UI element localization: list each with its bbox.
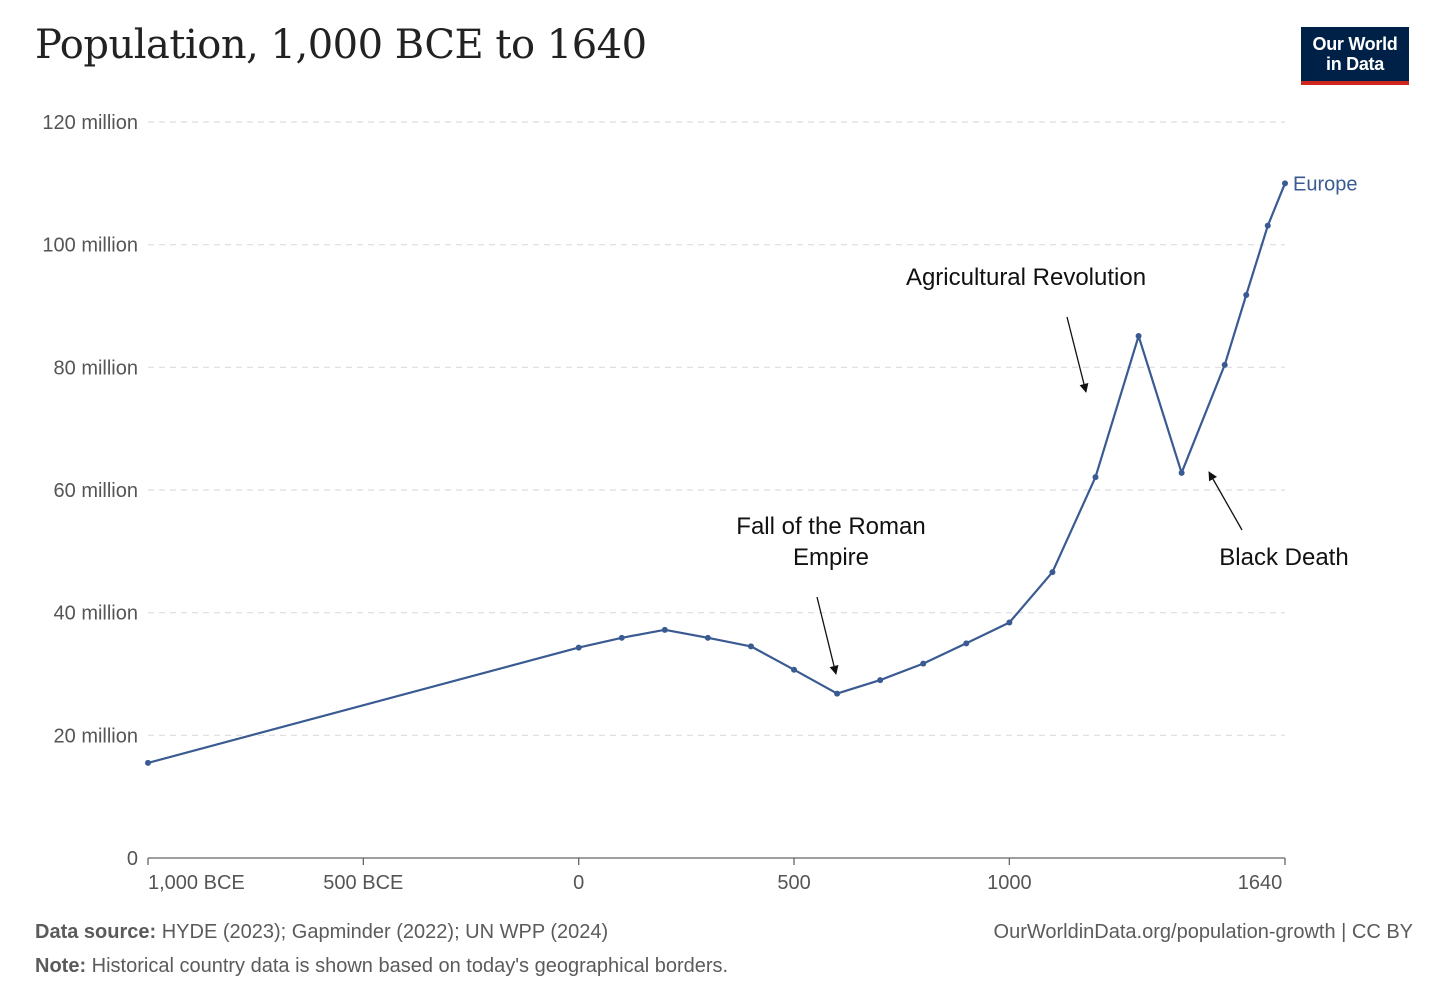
data-point[interactable]: [575, 644, 582, 651]
annotation-text: Agricultural Revolution: [906, 264, 1146, 291]
y-tick-label: 20 million: [54, 725, 138, 747]
data-point[interactable]: [963, 640, 970, 647]
annotation-black-death: Black Death: [1208, 471, 1349, 571]
annotation-arrow: [816, 596, 839, 675]
annotation-arrow: [1066, 316, 1089, 393]
data-point[interactable]: [1178, 469, 1185, 476]
annotation-arrow: [1208, 471, 1243, 531]
data-source-label: Data source:: [35, 921, 157, 943]
data-point[interactable]: [747, 643, 754, 650]
logo-line-2: in Data: [1326, 54, 1384, 74]
x-tick-label: 1640: [1238, 872, 1283, 894]
y-tick-label: 80 million: [54, 357, 138, 379]
logo-line-1: Our World: [1312, 34, 1398, 54]
data-point[interactable]: [1264, 222, 1271, 229]
data-source: Data source: HYDE (2023); Gapminder (202…: [35, 921, 608, 944]
data-point[interactable]: [834, 690, 841, 697]
x-tick-label: 500: [777, 872, 810, 894]
gridlines: [148, 121, 1285, 736]
data-point[interactable]: [877, 677, 884, 684]
source-url-link[interactable]: OurWorldinData.org/population-growth | C…: [993, 921, 1413, 943]
y-tick-label: 100 million: [42, 235, 138, 257]
y-axis: 0 20 million 40 million 60 million 80 millio…: [42, 112, 138, 870]
series-label-europe: Europe: [1293, 173, 1358, 195]
x-tick-label: 1,000 BCE: [148, 872, 245, 894]
data-point[interactable]: [1135, 333, 1142, 340]
annotation-text: Black Death: [1219, 544, 1348, 571]
data-point[interactable]: [1092, 474, 1099, 481]
data-point[interactable]: [704, 634, 711, 641]
y-tick-label: 0: [127, 848, 138, 870]
y-tick-label: 40 million: [54, 603, 138, 625]
note-label: Note:: [35, 955, 87, 977]
data-point[interactable]: [1282, 180, 1288, 187]
annotation-text: Empire: [793, 544, 869, 571]
x-tick-label: 1000: [987, 872, 1032, 894]
series-line-europe[interactable]: [147, 182, 1287, 764]
x-axis: 1,000 BCE 500 BCE 0 500 1000 1640: [147, 857, 1286, 894]
chart-title: Population, 1,000 BCE to 1640: [35, 22, 647, 68]
data-point[interactable]: [145, 759, 151, 766]
y-tick-label: 60 million: [54, 480, 138, 502]
annotations: Agricultural Revolution Fall of the Roman…: [736, 264, 1349, 675]
data-point[interactable]: [1006, 619, 1013, 626]
data-point[interactable]: [791, 666, 798, 673]
data-point[interactable]: [1243, 291, 1250, 298]
x-tick-label: 0: [573, 872, 584, 894]
annotation-agricultural-revolution: Agricultural Revolution: [906, 264, 1146, 393]
chart-note: Note: Historical country data is shown b…: [35, 955, 728, 978]
data-point[interactable]: [1049, 569, 1056, 576]
data-point[interactable]: [618, 634, 625, 641]
data-point[interactable]: [920, 660, 927, 667]
owid-logo[interactable]: Our World in Data: [1301, 27, 1409, 85]
annotation-text: Fall of the Roman: [736, 513, 925, 540]
data-point[interactable]: [1221, 361, 1228, 368]
data-source-text: HYDE (2023); Gapminder (2022); UN WPP (2…: [161, 921, 609, 943]
series-layer[interactable]: Europe: [145, 173, 1358, 766]
annotation-fall-of-roman-empire: Fall of the Roman Empire: [736, 513, 926, 675]
y-tick-label: 120 million: [42, 112, 138, 134]
x-tick-label: 500 BCE: [323, 872, 403, 894]
note-text: Historical country data is shown based o…: [91, 955, 729, 977]
data-point[interactable]: [661, 626, 668, 633]
